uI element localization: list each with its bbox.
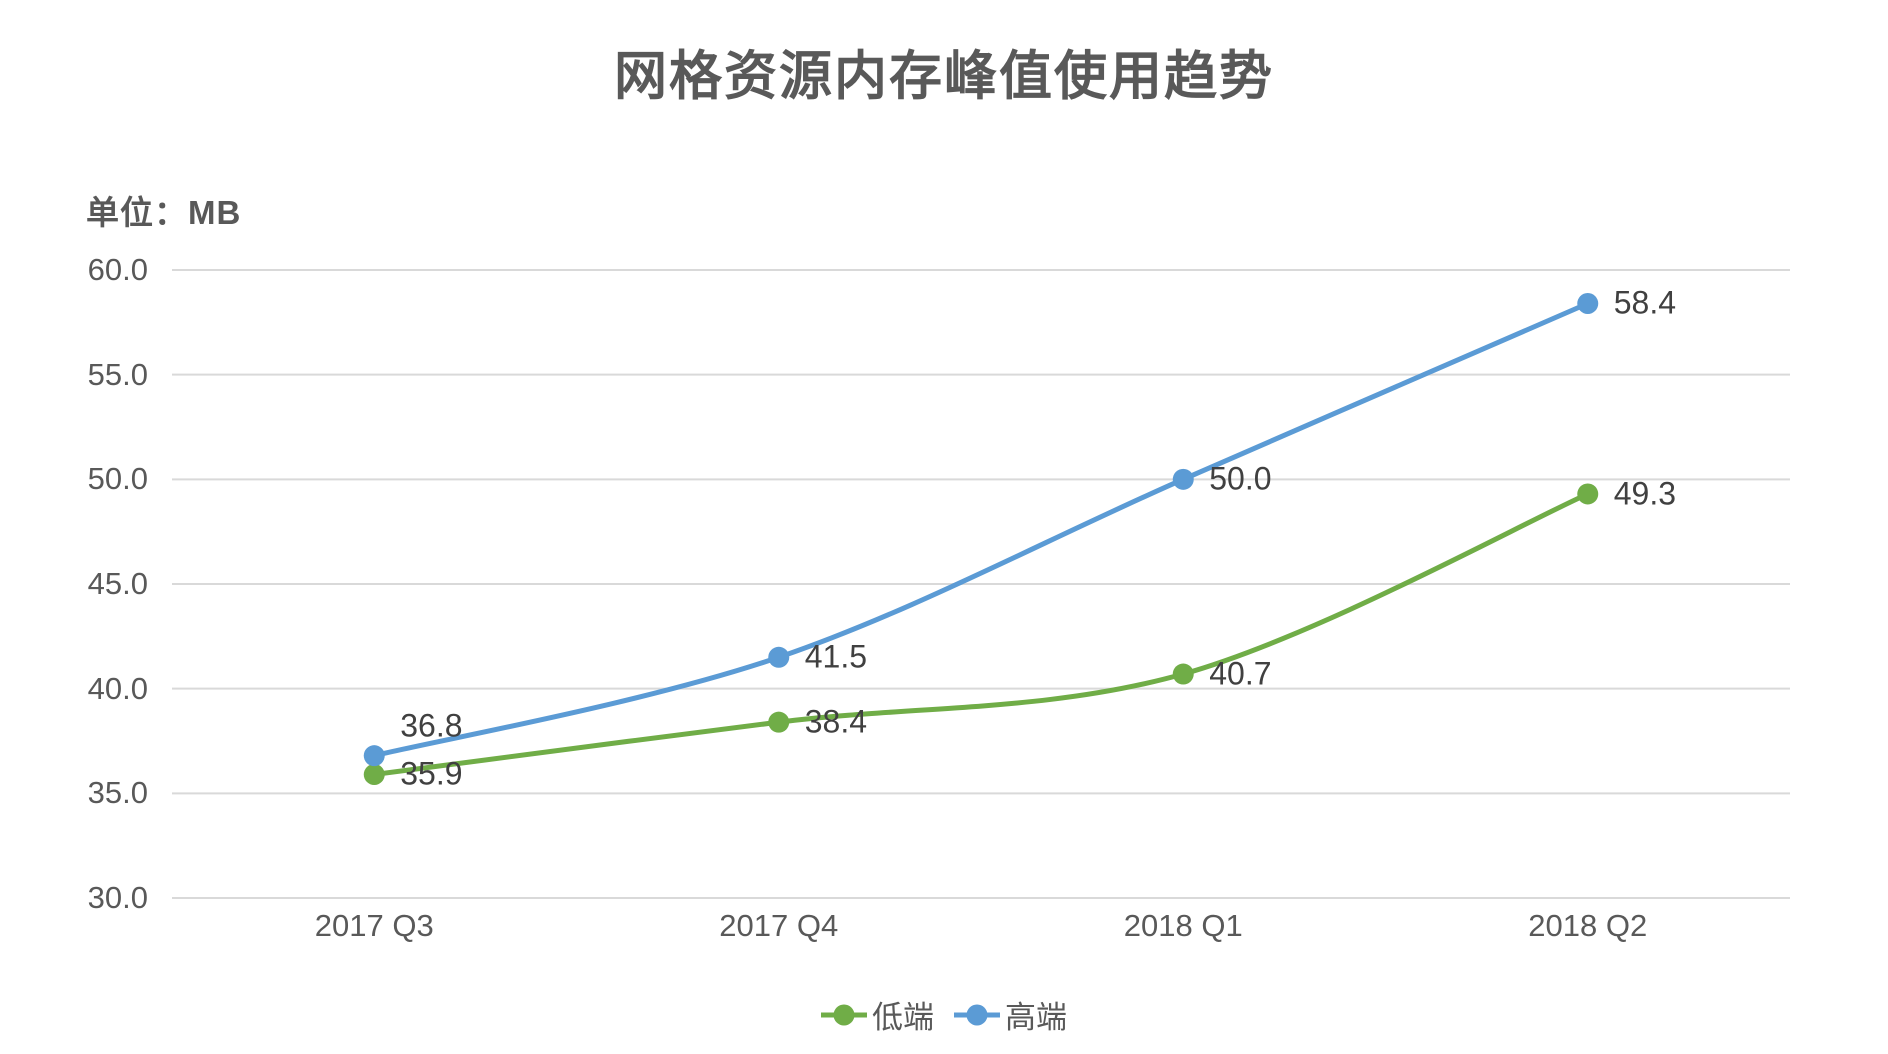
y-axis-tick-label: 45.0 — [87, 566, 148, 601]
data-point-marker — [1172, 468, 1194, 490]
y-axis-tick-label: 30.0 — [87, 880, 148, 915]
y-axis-tick-label: 40.0 — [87, 670, 148, 706]
data-point-marker — [1172, 663, 1194, 685]
legend-item-label: 低端 — [872, 1000, 934, 1035]
legend-item-低端: 低端 — [821, 992, 934, 1037]
data-point-label: 40.7 — [1209, 655, 1272, 692]
data-point-label: 41.5 — [804, 638, 868, 675]
data-point-label: 50.0 — [1209, 460, 1272, 497]
data-point-marker — [768, 646, 790, 668]
data-point-label: 49.3 — [1613, 475, 1677, 512]
legend: 低端 高端 — [0, 992, 1888, 1037]
unit-label: 单位：MB — [86, 194, 242, 231]
series-line-低端 — [371, 491, 1591, 777]
data-point-label: 58.4 — [1613, 284, 1677, 321]
chart-title: 网格资源内存峰值使用趋势 — [614, 47, 1274, 106]
data-point-marker — [363, 745, 385, 767]
data-point-marker — [1577, 483, 1599, 505]
y-axis-tick-label: 55.0 — [87, 356, 148, 392]
series-line-高端 — [371, 300, 1591, 759]
data-point-label: 35.9 — [400, 755, 463, 792]
x-axis-tick-label: 2018 Q1 — [1123, 908, 1243, 943]
data-point-marker — [363, 763, 385, 785]
data-point-marker — [768, 711, 790, 733]
y-axis-tick-label: 50.0 — [87, 461, 148, 497]
data-point-marker — [1577, 292, 1599, 314]
y-axis-tick-label: 35.0 — [87, 775, 148, 811]
x-axis-tick-label: 2017 Q3 — [314, 908, 434, 943]
x-axis-tick-label: 2018 Q2 — [1528, 908, 1648, 943]
legend-item-label: 高端 — [1005, 1000, 1067, 1035]
legend-marker-icon — [954, 1004, 1000, 1025]
legend-item-高端: 高端 — [954, 992, 1067, 1037]
legend-marker-icon — [821, 1004, 867, 1025]
x-axis-tick-label: 2017 Q4 — [719, 908, 839, 943]
y-axis-tick-label: 60.0 — [87, 252, 148, 287]
data-point-label: 38.4 — [804, 703, 868, 740]
data-point-label: 36.8 — [400, 707, 463, 744]
